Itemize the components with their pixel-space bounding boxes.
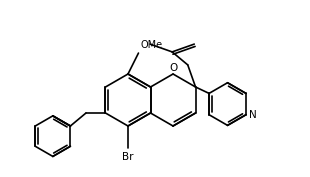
Text: N: N xyxy=(249,110,257,120)
Text: Br: Br xyxy=(122,152,134,162)
Text: O: O xyxy=(169,63,177,73)
Text: OMe: OMe xyxy=(140,40,162,50)
